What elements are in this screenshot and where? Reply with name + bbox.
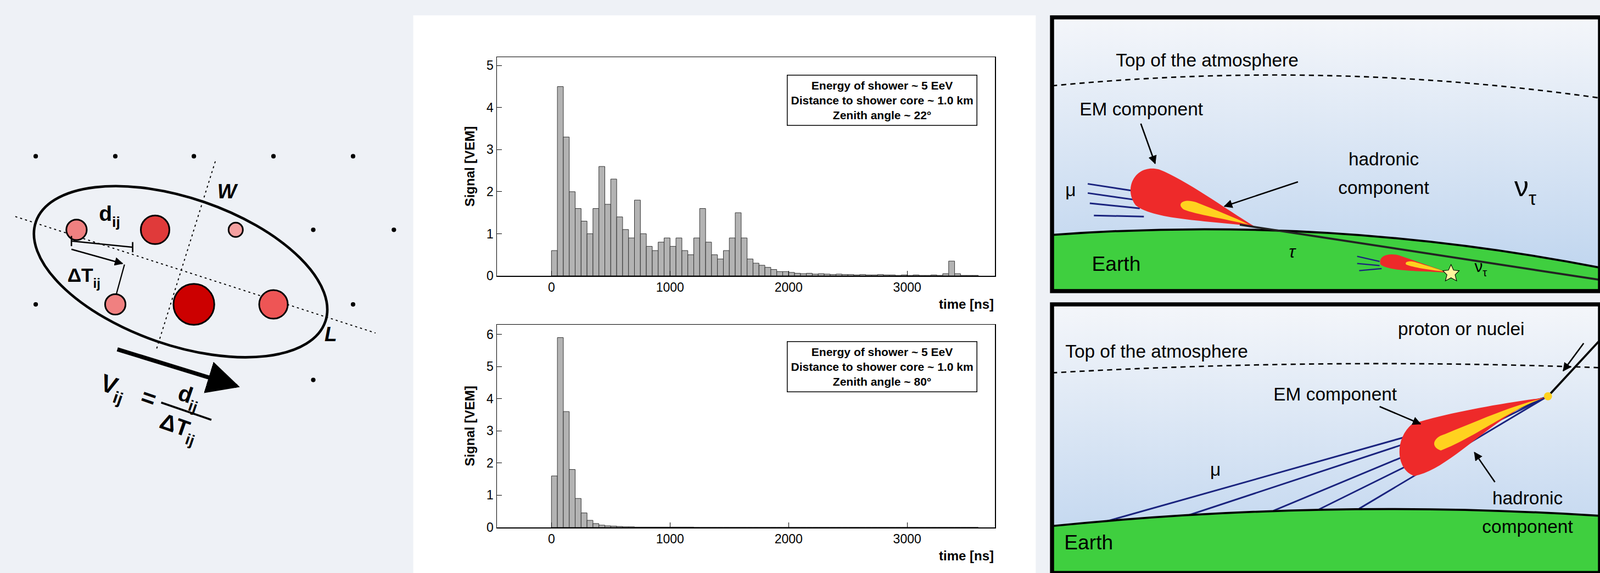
svg-text:μ: μ bbox=[1210, 459, 1221, 480]
svg-text:1000: 1000 bbox=[656, 280, 685, 295]
svg-text:2000: 2000 bbox=[774, 280, 803, 295]
svg-text:1000: 1000 bbox=[656, 531, 685, 546]
svg-text:2: 2 bbox=[486, 455, 494, 471]
svg-text:1: 1 bbox=[486, 226, 494, 242]
svg-text:EM component: EM component bbox=[1273, 383, 1398, 405]
svg-text:4: 4 bbox=[486, 391, 494, 406]
svg-text:time [ns]: time [ns] bbox=[938, 547, 994, 563]
svg-text:1: 1 bbox=[486, 487, 494, 502]
svg-text:time [ns]: time [ns] bbox=[938, 296, 994, 312]
svg-text:ντ: ντ bbox=[1474, 256, 1487, 279]
svg-text:Vij: Vij bbox=[94, 368, 130, 408]
svg-text:Signal [VEM]: Signal [VEM] bbox=[462, 126, 478, 208]
svg-text:0: 0 bbox=[547, 531, 556, 546]
svg-text:5: 5 bbox=[486, 359, 494, 374]
svg-text:5: 5 bbox=[486, 58, 494, 73]
svg-text:Earth: Earth bbox=[1092, 252, 1141, 276]
svg-text:hadronic: hadronic bbox=[1492, 487, 1563, 508]
svg-text:Energy of shower ~ 5 EeVDistan: Energy of shower ~ 5 EeVDistance to show… bbox=[791, 79, 974, 122]
svg-text:Top of the atmosphere: Top of the atmosphere bbox=[1065, 340, 1249, 362]
svg-text:proton or nuclei: proton or nuclei bbox=[1397, 318, 1525, 339]
svg-text:τ: τ bbox=[1288, 241, 1297, 262]
svg-text:Top of the atmosphere: Top of the atmosphere bbox=[1115, 49, 1299, 71]
svg-text:dij: dij bbox=[173, 379, 205, 416]
svg-text:ντ: ντ bbox=[1514, 170, 1537, 209]
svg-text:3: 3 bbox=[486, 142, 494, 157]
svg-text:4: 4 bbox=[486, 100, 494, 115]
svg-text:2000: 2000 bbox=[774, 531, 803, 546]
svg-text:3: 3 bbox=[486, 423, 494, 438]
svg-text:Earth: Earth bbox=[1064, 530, 1113, 554]
svg-text:component: component bbox=[1481, 516, 1574, 537]
svg-text:Energy of shower ~ 5 EeVDistan: Energy of shower ~ 5 EeVDistance to show… bbox=[791, 345, 974, 389]
svg-text:3000: 3000 bbox=[893, 531, 922, 546]
svg-text:2: 2 bbox=[486, 184, 494, 199]
svg-text:W: W bbox=[217, 179, 239, 203]
svg-text:L: L bbox=[324, 322, 338, 346]
svg-text:EM component: EM component bbox=[1079, 98, 1204, 120]
svg-text:μ: μ bbox=[1065, 179, 1076, 200]
svg-text:component: component bbox=[1338, 177, 1430, 198]
svg-text:Signal [VEM]: Signal [VEM] bbox=[462, 385, 478, 467]
svg-text:=: = bbox=[137, 382, 161, 413]
svg-text:dij: dij bbox=[98, 201, 121, 231]
svg-text:0: 0 bbox=[486, 268, 494, 283]
svg-text:ΔTij: ΔTij bbox=[67, 264, 101, 291]
svg-text:3000: 3000 bbox=[893, 280, 922, 295]
svg-text:ΔTij: ΔTij bbox=[154, 407, 201, 450]
svg-text:0: 0 bbox=[486, 519, 494, 535]
svg-text:0: 0 bbox=[547, 280, 556, 295]
svg-text:6: 6 bbox=[486, 327, 494, 342]
svg-text:hadronic: hadronic bbox=[1348, 148, 1419, 170]
